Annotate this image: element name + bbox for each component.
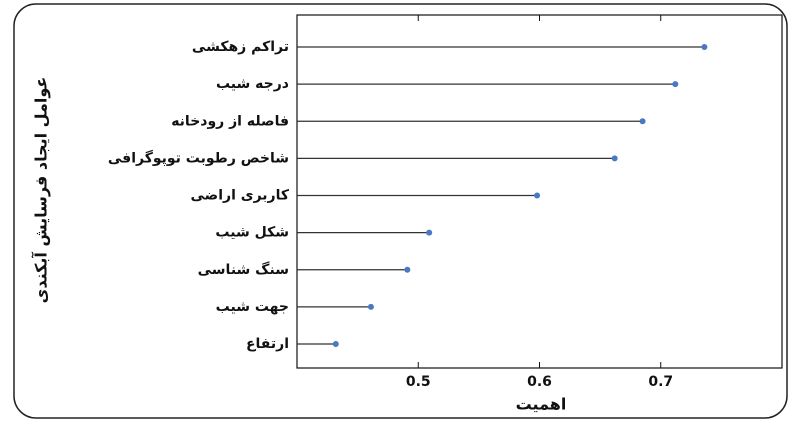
- y-tick-label: شاخص رطوبت توپوگرافی: [108, 149, 289, 166]
- dot: [611, 155, 618, 162]
- x-axis-label: اهمیت: [516, 395, 567, 414]
- y-tick-label: کاربری اراضی: [191, 188, 290, 204]
- dot: [701, 44, 708, 50]
- x-tick-label: 0.7: [648, 374, 673, 390]
- plot-area: [296, 14, 783, 369]
- frame: [13, 3, 788, 419]
- y-tick-label: شکل شیب: [215, 225, 289, 241]
- y-tick-label: ارتفاع: [246, 336, 289, 352]
- dot: [639, 118, 646, 125]
- dot: [426, 229, 433, 236]
- y-tick-label: جهت شیب: [216, 299, 289, 315]
- dot: [332, 341, 339, 347]
- y-axis-label: عوامل ایجاد فرسایش آبکندی: [31, 77, 51, 304]
- dot: [534, 192, 541, 199]
- y-tick-label: تراکم زهکشی: [192, 39, 289, 55]
- dot: [367, 303, 374, 310]
- y-tick-label: فاصله از رودخانه: [171, 113, 289, 129]
- dot: [404, 266, 411, 273]
- x-tick-label: 0.6: [527, 374, 552, 390]
- y-tick-label: درجه شیب: [216, 76, 289, 92]
- y-tick-label: سنگ شناسی: [198, 261, 289, 278]
- x-tick-label: 0.5: [406, 374, 431, 390]
- dot: [672, 81, 679, 88]
